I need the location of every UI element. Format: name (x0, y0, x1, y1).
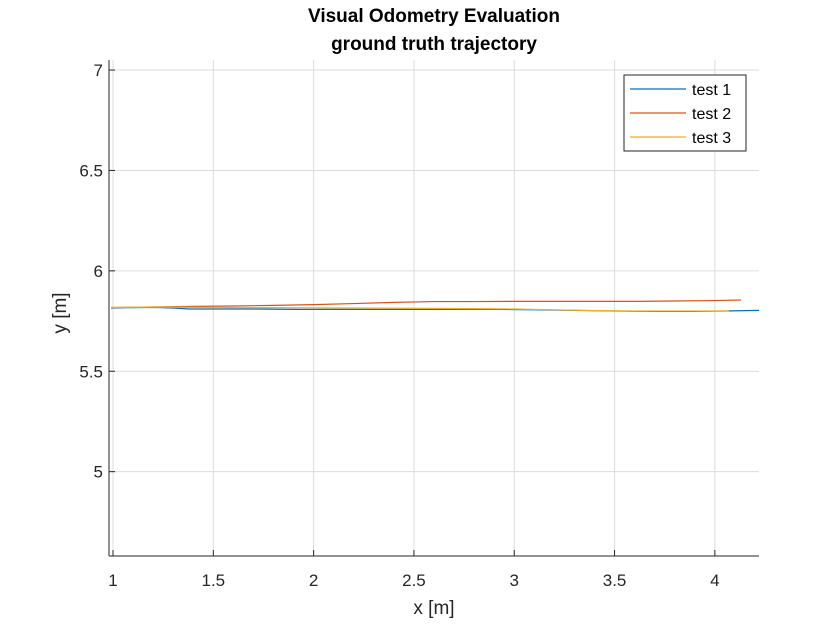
y-tick-label: 5.5 (79, 362, 103, 381)
x-tick-label: 1 (108, 571, 117, 590)
x-tick-label: 3.5 (603, 571, 627, 590)
axes (108, 60, 759, 557)
legend-label-1: test 1 (692, 82, 731, 99)
series-line-2 (111, 299, 741, 309)
tick-labels: 1 1.5 2 2.5 3 3.5 4 5 5.5 6 6.5 7 (79, 61, 719, 590)
legend: test 1 test 2 test 3 (623, 74, 747, 152)
y-axis-label: y [m] (50, 292, 71, 333)
grid (109, 60, 759, 556)
series-lines (110, 299, 759, 313)
x-tick-label: 4 (710, 571, 719, 590)
x-axis-label: x [m] (413, 598, 454, 619)
legend-label-3: test 3 (692, 130, 731, 147)
y-tick-label: 6 (94, 262, 103, 281)
x-tick-label: 1.5 (202, 571, 226, 590)
y-tick-label: 6.5 (79, 161, 103, 180)
x-tick-label: 2.5 (402, 571, 426, 590)
x-tick-label: 3 (510, 571, 519, 590)
x-tick-label: 2 (309, 571, 318, 590)
chart-title: Visual Odometry Evaluation (308, 6, 560, 27)
y-tick-label: 7 (94, 61, 103, 80)
legend-label-2: test 2 (692, 106, 731, 123)
series-line-3 (111, 306, 729, 312)
chart-subtitle: ground truth trajectory (331, 34, 537, 55)
y-tick-label: 5 (94, 463, 103, 482)
